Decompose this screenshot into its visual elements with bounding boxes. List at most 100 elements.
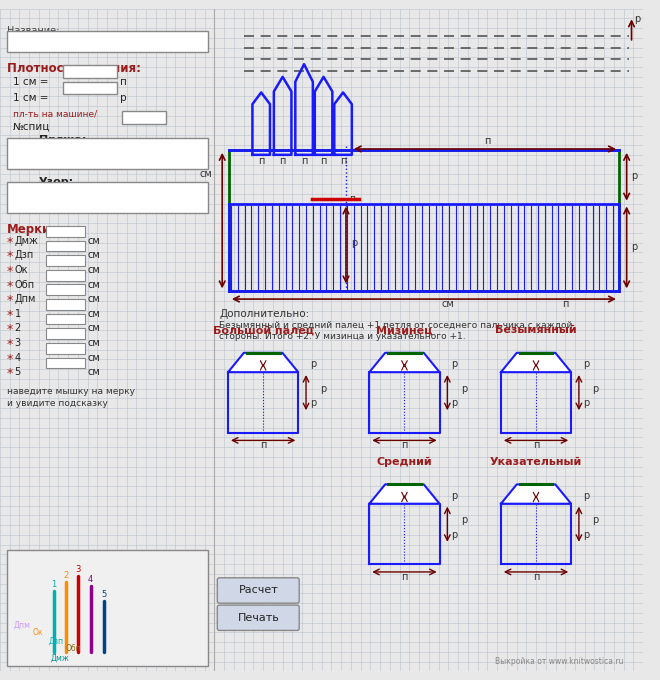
Bar [46, 313, 84, 324]
Text: р: р [451, 491, 457, 501]
Text: р: р [451, 398, 457, 409]
Text: см: см [88, 309, 100, 319]
Text: п: п [260, 440, 267, 450]
Text: *: * [7, 338, 13, 351]
Bar [46, 299, 84, 310]
Text: р: р [593, 515, 599, 525]
Text: №спиц: №спиц [13, 122, 50, 132]
Polygon shape [501, 353, 571, 372]
Bar [46, 255, 84, 266]
Text: 3: 3 [75, 565, 81, 574]
Polygon shape [370, 484, 440, 504]
Text: Мизинец: Мизинец [376, 325, 433, 335]
Bar [46, 328, 84, 339]
Text: Пряжа:: Пряжа: [39, 135, 86, 146]
Polygon shape [501, 484, 571, 504]
Bar [7, 138, 208, 169]
Text: см: см [88, 236, 100, 245]
Text: см: см [442, 299, 455, 309]
Text: п: п [533, 440, 539, 450]
Text: 5: 5 [102, 590, 107, 599]
Text: *: * [7, 279, 13, 292]
FancyBboxPatch shape [217, 605, 299, 630]
Text: п: п [562, 299, 568, 309]
Text: пл-ть на машине/: пл-ть на машине/ [13, 110, 97, 119]
Text: см: см [88, 279, 100, 290]
Bar [7, 182, 208, 214]
Text: 1: 1 [15, 309, 20, 319]
Text: см: см [88, 338, 100, 348]
Text: *: * [7, 367, 13, 380]
Bar [63, 65, 117, 78]
Text: 3: 3 [15, 338, 20, 348]
Text: р: р [120, 93, 127, 103]
Text: *: * [7, 236, 13, 249]
Text: р: р [583, 398, 589, 409]
Text: *: * [7, 353, 13, 366]
Text: Дополнительно:: Дополнительно: [219, 309, 310, 319]
Text: 4: 4 [88, 575, 93, 583]
Text: р: р [632, 171, 638, 182]
Text: Обп: Обп [65, 644, 81, 653]
Text: 1 см =: 1 см = [13, 93, 48, 103]
Text: Узор:: Узор: [39, 177, 74, 187]
Bar [46, 241, 84, 252]
Text: Печать: Печать [238, 613, 279, 623]
Text: см: см [88, 250, 100, 260]
Bar [7, 31, 208, 52]
Text: Плотность вязания:: Плотность вязания: [7, 63, 141, 75]
Text: п: п [279, 156, 286, 166]
Text: р: р [461, 384, 467, 394]
Text: Большой палец: Большой палец [213, 325, 314, 335]
Bar [46, 270, 84, 281]
Text: Безымянный и средний палец +1 петля от соседнего пальчика с каждой
стороны. Итог: Безымянный и средний палец +1 петля от с… [219, 320, 573, 341]
Text: *: * [7, 265, 13, 278]
Text: *: * [7, 294, 13, 307]
Text: п: п [401, 572, 408, 582]
Text: р: р [310, 398, 316, 409]
FancyBboxPatch shape [217, 578, 299, 603]
Text: 1 см =: 1 см = [13, 77, 48, 87]
Text: п.: п. [349, 194, 358, 203]
Text: р: р [632, 242, 638, 252]
Text: п: п [258, 156, 265, 166]
Text: п: п [401, 440, 408, 450]
Text: Дзп: Дзп [15, 250, 34, 260]
Text: п: п [120, 77, 127, 87]
Text: р: р [583, 530, 589, 540]
Text: Название:: Название: [7, 27, 59, 36]
Polygon shape [228, 353, 298, 372]
Text: р: р [583, 491, 589, 501]
Text: Дмж: Дмж [51, 653, 69, 663]
Text: р: р [451, 359, 457, 369]
Text: Расчет: Расчет [238, 585, 278, 596]
Text: Средний: Средний [377, 456, 432, 466]
Text: Дпм: Дпм [15, 294, 36, 304]
Text: р: р [583, 359, 589, 369]
Text: р: р [634, 14, 641, 24]
Bar [46, 284, 84, 295]
Text: п: п [340, 156, 347, 166]
Text: р: р [461, 515, 467, 525]
Text: Ок: Ок [15, 265, 28, 275]
Text: п: п [484, 136, 490, 146]
Bar [229, 150, 619, 291]
Text: Дмж: Дмж [15, 236, 38, 245]
Text: р: р [310, 359, 316, 369]
Text: Указательный: Указательный [490, 457, 582, 466]
Text: 1: 1 [51, 581, 56, 590]
Bar [7, 549, 208, 666]
Text: Дзп: Дзп [49, 636, 64, 645]
Bar [46, 343, 84, 354]
Text: п: п [533, 572, 539, 582]
Text: см: см [88, 367, 100, 377]
Bar [122, 111, 166, 124]
Text: см: см [88, 294, 100, 304]
Text: Ок: Ок [32, 628, 43, 637]
Bar [63, 82, 117, 95]
Polygon shape [370, 353, 440, 372]
Text: 5: 5 [15, 367, 21, 377]
Text: Дпм: Дпм [14, 621, 30, 630]
Text: *: * [7, 250, 13, 263]
Bar [46, 226, 84, 237]
